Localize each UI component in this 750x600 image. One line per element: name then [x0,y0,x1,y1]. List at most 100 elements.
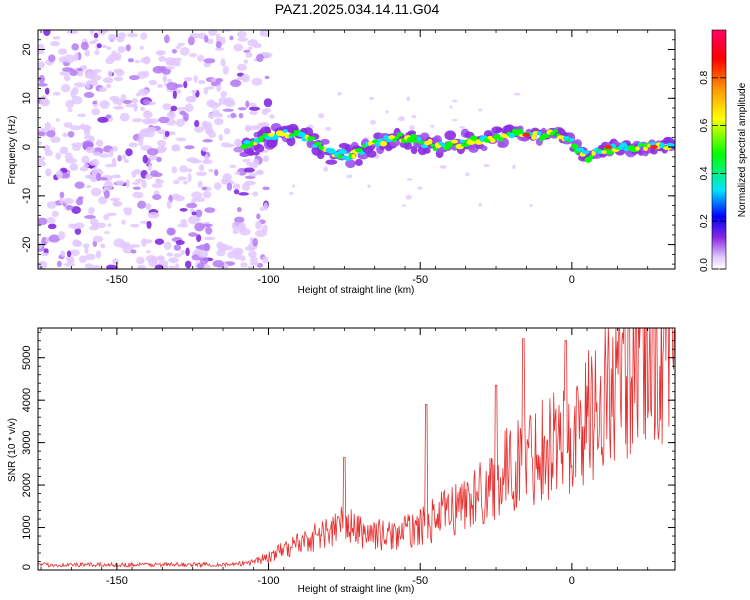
noise-blob [74,227,82,235]
noise-blob [187,173,192,183]
ridge-core [489,137,496,143]
spectrogram-x-tick-label: 0 [569,274,575,286]
noise-blob [179,165,188,173]
noise-blob [41,252,50,257]
noise-blob [385,110,389,114]
noise-blob [71,96,83,105]
noise-blob [73,82,86,88]
noise-blob [188,52,198,58]
ridge-peak [522,132,531,138]
noise-blob [38,141,42,145]
noise-blob [144,110,150,115]
noise-blob [478,202,482,207]
noise-blob [232,221,241,226]
noise-blob [67,108,73,113]
noise-blob [120,94,127,101]
noise-blob [325,126,332,131]
noise-blob [125,148,133,157]
noise-blob [113,199,118,207]
noise-blob [477,108,483,112]
ridge-core [649,142,659,147]
noise-blob [168,265,176,269]
noise-blob [92,101,97,105]
noise-blob [263,155,270,163]
ridge-core [354,148,364,153]
noise-blob [70,249,80,257]
noise-blob [236,31,247,38]
noise-blob [158,56,167,62]
noise-blob [263,202,268,211]
ridge-core [427,138,433,145]
noise-blob [126,33,139,38]
ridge-core [498,136,504,142]
noise-blob [105,57,115,65]
noise-blob [252,191,259,197]
noise-blob [105,180,112,185]
ridge-core [358,151,365,155]
ridge-core [588,154,594,160]
ridge-core [516,128,524,134]
noise-blob [229,35,234,41]
noise-blob [430,124,435,128]
noise-blob [107,70,113,77]
noise-blob [74,181,85,189]
noise-blob [69,163,79,171]
noise-blob [238,192,250,196]
noise-blob [116,35,125,43]
noise-blob [88,160,100,166]
noise-blob [174,195,185,202]
spectrogram-x-tick-label: -100 [258,274,280,286]
colorbar-tick-label: 0.8 [699,70,710,84]
noise-blob [139,45,144,50]
noise-blob [122,154,127,160]
noise-blob [98,87,107,93]
noise-blob [66,259,75,264]
noise-blob [84,263,94,269]
noise-blob [252,237,258,247]
noise-blob [154,264,164,269]
noise-blob [167,78,173,83]
ridge-halo [410,145,418,155]
noise-blob [125,44,131,52]
noise-blob [185,168,193,173]
noise-blob [197,250,209,258]
noise-blob [38,217,48,226]
noise-blob [402,204,406,207]
noise-blob [202,138,213,143]
noise-blob [222,65,229,75]
ridge-core [396,132,403,137]
noise-blob [141,180,147,189]
noise-blob [240,262,248,268]
noise-blob [119,242,128,249]
noise-blob [223,127,231,135]
colorbar-tick-label: 0.2 [699,214,710,228]
noise-blob [117,98,123,106]
noise-blob [252,158,260,166]
noise-blob [145,254,157,262]
colorbar-gradient [711,29,727,270]
noise-blob [92,265,101,269]
noise-blob [83,91,95,98]
noise-blob [229,164,237,169]
noise-blob [288,191,294,195]
noise-blob [195,234,202,243]
noise-blob [65,205,74,210]
noise-blob [248,106,261,111]
ridge-halo [366,150,377,158]
noise-blob [205,226,213,235]
noise-blob [237,224,246,233]
noise-blob [223,245,234,251]
noise-blob [127,58,135,63]
noise-blob [117,46,126,53]
noise-blob [185,247,190,257]
noise-blob [106,212,118,216]
noise-blob [207,112,215,120]
noise-blob [261,109,269,116]
noise-blob [208,101,218,106]
noise-blob [97,116,109,123]
noise-blob [247,265,253,269]
noise-blob [55,118,60,122]
noise-blob [197,180,203,188]
noise-blob [57,48,68,55]
noise-blob [184,103,194,113]
